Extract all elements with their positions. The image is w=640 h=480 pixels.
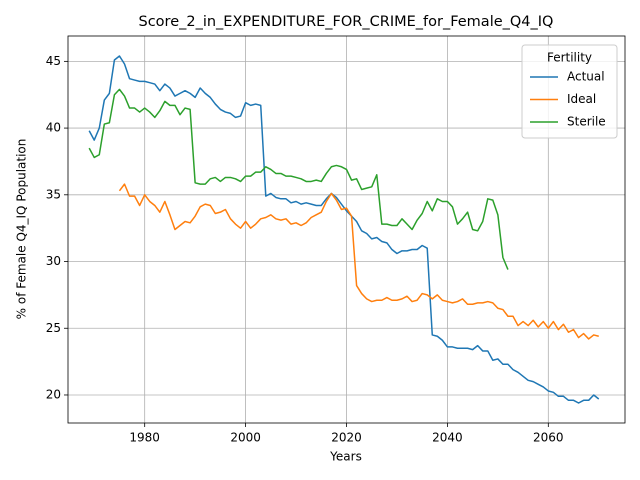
x-tick-label: 2060 bbox=[533, 431, 564, 445]
legend-title: Fertility bbox=[547, 51, 592, 65]
y-tick-label: 20 bbox=[46, 387, 61, 401]
x-tick-label: 1980 bbox=[129, 431, 160, 445]
x-tick-label: 2000 bbox=[230, 431, 261, 445]
y-tick-label: 25 bbox=[46, 321, 61, 335]
x-tick-label: 2020 bbox=[331, 431, 362, 445]
plot-frame bbox=[67, 35, 626, 424]
x-axis-label: Years bbox=[329, 450, 362, 464]
legend-label: Actual bbox=[567, 70, 605, 84]
y-tick-label: 30 bbox=[46, 254, 61, 268]
y-tick-label: 45 bbox=[46, 54, 61, 68]
series-line bbox=[118, 183, 599, 340]
series-line bbox=[88, 88, 509, 270]
y-tick-label: 35 bbox=[46, 187, 61, 201]
series-line bbox=[88, 55, 600, 404]
legend-label: Sterile bbox=[567, 115, 606, 129]
chart-title: Score_2_in_EXPENDITURE_FOR_CRIME_for_Fem… bbox=[139, 14, 554, 30]
legend-box bbox=[521, 44, 618, 139]
y-tick-label: 40 bbox=[46, 121, 61, 135]
legend-label: Ideal bbox=[567, 92, 596, 106]
y-axis-label: % of Female Q4_IQ Population bbox=[15, 139, 29, 320]
legend: Fertility Actual Ideal Sterile bbox=[521, 44, 618, 139]
x-tick-label: 2040 bbox=[432, 431, 463, 445]
